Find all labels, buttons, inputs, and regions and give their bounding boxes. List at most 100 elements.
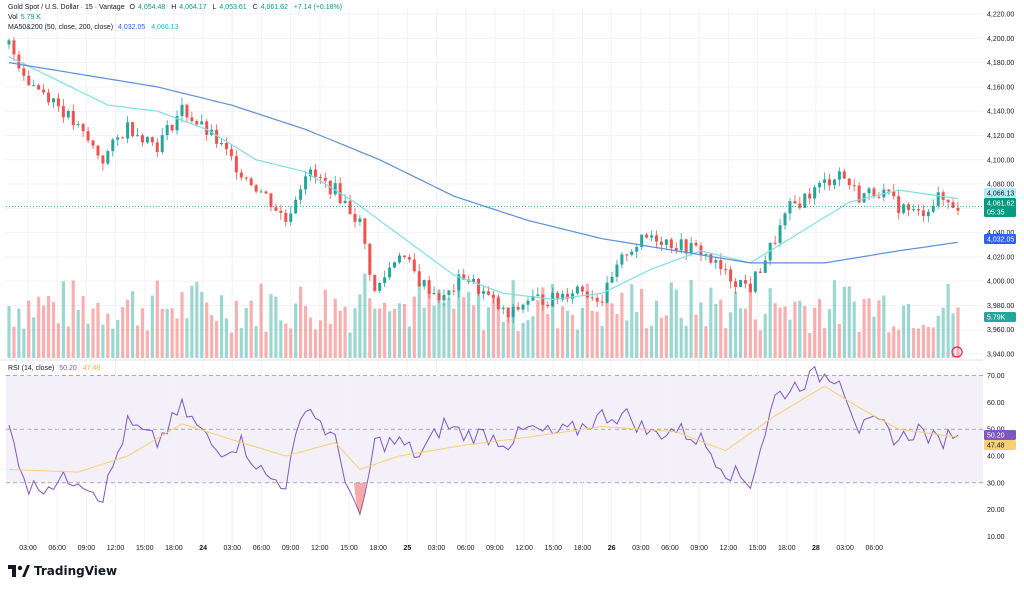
x-axis-tick-label: 09:00 — [690, 545, 708, 552]
candle-body — [501, 307, 505, 310]
candle-body — [313, 169, 317, 177]
ma200-badge: 4,066.13 — [984, 188, 1016, 198]
volume-bar — [145, 330, 149, 358]
volume-bar — [313, 329, 318, 358]
x-axis-tick-label: 06:00 — [48, 545, 66, 552]
volume-bar — [155, 280, 159, 358]
x-axis-tick-label: 24 — [199, 545, 207, 552]
volume-bar — [373, 308, 377, 358]
volume-bar — [37, 296, 41, 358]
candle-body — [679, 239, 683, 251]
candle-body — [284, 212, 288, 222]
volume-bar — [773, 303, 777, 358]
volume-bar — [778, 307, 782, 358]
candle-body — [318, 176, 322, 178]
volume-bar — [768, 288, 772, 358]
candle-body — [842, 171, 846, 179]
candle-body — [590, 297, 594, 299]
volume-bar — [501, 321, 505, 358]
volume-label: Vol — [8, 14, 18, 21]
x-axis-tick-label: 06:00 — [253, 545, 271, 552]
low-label: L — [212, 4, 217, 11]
x-axis-tick-label: 03:00 — [632, 545, 650, 552]
volume-legend: Vol 5.79 K — [8, 13, 45, 23]
volume-bar — [116, 319, 120, 358]
candle-body — [575, 286, 579, 294]
volume-bar — [318, 320, 322, 358]
volume-bar — [738, 308, 743, 358]
ma-fast-line — [8, 56, 959, 301]
x-axis-tick-label: 06:00 — [866, 545, 884, 552]
candle-body — [907, 204, 911, 210]
x-axis-tick-label: 28 — [812, 545, 820, 552]
volume-bar — [570, 314, 575, 358]
volume-bar — [857, 331, 861, 358]
candle-body — [763, 260, 767, 273]
volume-bar — [150, 295, 154, 358]
candle-body — [224, 143, 228, 150]
volume-bar — [486, 307, 491, 358]
volume-bar — [565, 310, 570, 358]
open-value: 4,054.48 — [138, 4, 166, 11]
candle-body — [595, 297, 599, 302]
volume-bar — [926, 326, 930, 358]
rsi-oversold-fill — [353, 482, 366, 513]
volume-bar — [640, 288, 644, 358]
volume-bar — [244, 307, 248, 358]
candle-body — [462, 274, 466, 280]
volume-bar — [121, 307, 125, 358]
volume-bar — [630, 284, 634, 358]
rsi-axis-label: 40.00 — [987, 454, 1005, 461]
volume-bar — [135, 325, 140, 358]
volume-bar — [27, 300, 31, 358]
volume-bar — [284, 323, 288, 358]
volume-bar — [210, 315, 214, 358]
x-axis-tick-label: 12:00 — [720, 545, 738, 552]
volume-bar — [180, 292, 184, 358]
candle-body — [486, 291, 490, 295]
volume-bar — [462, 297, 466, 358]
volume-bar — [649, 325, 654, 358]
rsi-ma-badge: 47.48 — [984, 440, 1016, 450]
candle-body — [694, 242, 698, 246]
x-axis-tick-label: 09:00 — [486, 545, 504, 552]
candle-body — [946, 199, 950, 203]
candle-body — [600, 301, 604, 303]
chart-area[interactable]: 03:00 06:00 09:00 12:00 15:00 18:00 24 03:00 06:… — [0, 0, 1024, 560]
candle-body — [160, 135, 164, 153]
volume-bar — [86, 323, 90, 358]
candle-body — [872, 188, 876, 197]
volume-bar — [111, 328, 115, 358]
volume-bar — [452, 308, 456, 358]
volume-bar — [71, 280, 75, 358]
x-axis-tick-label: 09:00 — [282, 545, 300, 552]
volume-bar — [837, 323, 841, 358]
ma-legend: MA50&200 (50, close, 200, close) 4,032.0… — [8, 23, 182, 33]
candle-body — [239, 172, 243, 178]
x-axis-tick-label: 15:00 — [136, 545, 154, 552]
candle-body — [916, 209, 920, 211]
volume-bar — [862, 299, 866, 358]
volume-bar — [378, 308, 382, 358]
volume-bar — [234, 300, 238, 358]
tradingview-logo[interactable]: TradingView — [8, 564, 117, 578]
candle-body — [892, 191, 896, 197]
volume-bar — [536, 300, 540, 358]
volume-bar — [106, 313, 110, 358]
volume-bar — [219, 295, 224, 358]
volume-bar — [699, 302, 703, 358]
candle-body — [373, 274, 377, 291]
volume-bar — [832, 280, 837, 358]
volume-bar — [407, 326, 411, 358]
volume-bar — [694, 314, 698, 358]
volume-bar — [946, 284, 950, 358]
candle-body — [788, 201, 792, 214]
volume-bar — [229, 332, 234, 358]
candle-body — [96, 145, 100, 156]
candle-body — [37, 85, 41, 90]
volume-bar — [788, 319, 792, 358]
ma200-badge-text: 4,066.13 — [987, 191, 1014, 198]
x-axis-tick-label: 12:00 — [311, 545, 329, 552]
volume-badge-text: 5.79K — [987, 315, 1006, 322]
candle-body — [659, 241, 663, 245]
